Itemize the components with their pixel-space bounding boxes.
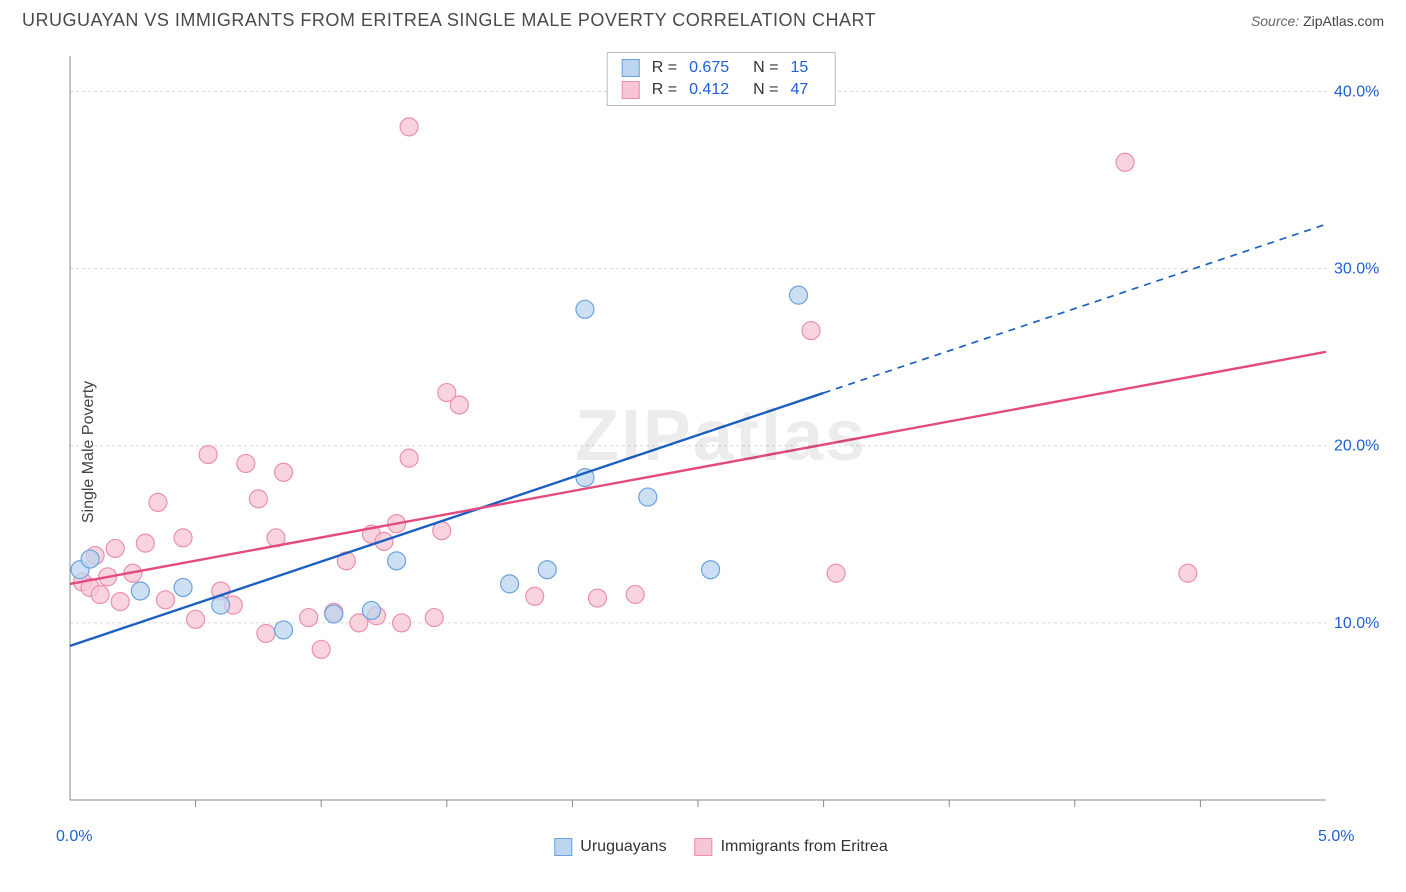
legend-row-series-0: R = 0.675 N = 15 — [608, 57, 835, 79]
r-label: R = — [652, 81, 677, 99]
svg-text:30.0%: 30.0% — [1334, 261, 1379, 278]
swatch-series-1 — [622, 81, 640, 99]
x-axis-min-label: 0.0% — [56, 828, 92, 846]
n-label: N = — [753, 81, 778, 99]
legend-item-0: Uruguayans — [554, 838, 666, 856]
svg-text:10.0%: 10.0% — [1334, 615, 1379, 632]
n-value-0: 15 — [790, 59, 808, 77]
source-attribution: Source: ZipAtlas.com — [1251, 13, 1384, 29]
svg-text:40.0%: 40.0% — [1334, 83, 1379, 100]
r-value-0: 0.675 — [689, 59, 729, 77]
chart-container: Single Male Poverty 10.0%20.0%30.0%40.0%… — [22, 46, 1384, 858]
swatch-series-0 — [622, 59, 640, 77]
series-legend: Uruguayans Immigrants from Eritrea — [554, 838, 887, 856]
chart-title: URUGUAYAN VS IMMIGRANTS FROM ERITREA SIN… — [22, 10, 876, 31]
chart-header: URUGUAYAN VS IMMIGRANTS FROM ERITREA SIN… — [0, 0, 1406, 37]
source-label: Source: — [1251, 13, 1299, 29]
swatch-series-0 — [554, 838, 572, 856]
n-label: N = — [753, 59, 778, 77]
swatch-series-1 — [695, 838, 713, 856]
x-axis-max-label: 5.0% — [1318, 828, 1354, 846]
n-value-1: 47 — [790, 81, 808, 99]
plot-area: 10.0%20.0%30.0%40.0% ZIPatlas R = 0.675 … — [58, 46, 1384, 858]
r-label: R = — [652, 59, 677, 77]
correlation-legend: R = 0.675 N = 15 R = 0.412 N = 47 — [607, 52, 836, 106]
legend-item-1: Immigrants from Eritrea — [695, 838, 888, 856]
legend-label-0: Uruguayans — [580, 838, 666, 856]
source-name: ZipAtlas.com — [1303, 13, 1384, 29]
legend-label-1: Immigrants from Eritrea — [721, 838, 888, 856]
scatter-chart-svg: 10.0% 20.0% 30.0% 40.0% — [58, 46, 1384, 858]
legend-row-series-1: R = 0.412 N = 47 — [608, 79, 835, 101]
svg-text:20.0%: 20.0% — [1334, 438, 1379, 455]
r-value-1: 0.412 — [689, 81, 729, 99]
